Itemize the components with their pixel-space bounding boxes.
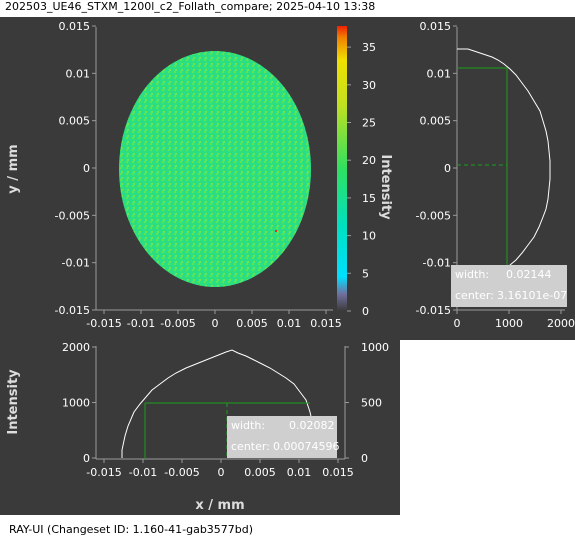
y-tick-label: -0.01: [423, 257, 451, 270]
y-tick-label: -0.005: [55, 209, 90, 222]
x-tick-label: -0.01: [129, 466, 157, 479]
main-y-axis: 0.015 0.01 0.005 0 -0.005 -0.01 -0.015: [55, 20, 96, 317]
right-info-box: width: 0.02144 center: 3.16101e-07: [451, 265, 567, 307]
y-tick-label: 0.01: [427, 67, 452, 80]
x-tick-label: 0.01: [277, 317, 302, 330]
x-tick-label: -0.01: [127, 317, 155, 330]
x-tick-label: 0.015: [322, 466, 354, 479]
bottom-ylabel: Intensity: [6, 369, 21, 435]
right-projection-svg: 0.015 0.01 0.005 0 -0.005 -0.01 -0.015 0 1000 20…: [416, 20, 575, 330]
y-tick-label: 0: [361, 452, 368, 465]
right-width-label: width:: [455, 268, 490, 281]
right-center-value: 3.16101e-07: [497, 289, 568, 302]
y-tick-label: 0.015: [59, 20, 91, 33]
y-tick-label: 0: [83, 162, 90, 175]
main-ylabel: y / mm: [6, 144, 21, 193]
y-tick-label: 1000: [62, 397, 90, 410]
colorbar-tick-label: 25: [362, 117, 376, 130]
y-tick-label: 0.015: [420, 20, 452, 33]
y-tick-label: 0: [444, 162, 451, 175]
y-tick-label: -0.015: [55, 304, 90, 317]
status-bar: RAY-UI (Changeset ID: 1.160-41-gab3577bd…: [9, 523, 254, 536]
y-tick-label: -0.01: [62, 257, 90, 270]
bottom-projection-svg: 2000 1000 0 1000 500 0 -0.015 -0.01 -0.005 0 0.0…: [6, 341, 389, 513]
window-title: 202503_UE46_STXM_1200l_c2_Follath_compar…: [5, 0, 376, 13]
bottom-projection-panel[interactable]: 2000 1000 0 1000 500 0 -0.015 -0.01 -0.005 0 0.0…: [0, 340, 400, 515]
colorbar-tick-label: 30: [362, 79, 376, 92]
bottom-info-box: width: 0.02082 center: 0.00074596: [227, 416, 340, 458]
right-projection-panel[interactable]: 0.015 0.01 0.005 0 -0.005 -0.01 -0.015 0 1000 20…: [400, 17, 575, 340]
x-tick-label: -0.015: [86, 317, 121, 330]
y-tick-label: 2000: [62, 341, 90, 354]
colorbar-axis: 35 30 25 20 15 10 5 0: [347, 41, 376, 318]
colorbar-tick-label: 15: [362, 192, 376, 205]
x-tick-label: -0.005: [160, 317, 195, 330]
y-tick-label: 1000: [361, 341, 389, 354]
right-width-value: 0.02144: [506, 268, 552, 281]
right-center-label: center:: [455, 289, 494, 302]
bottom-center-value: 0.00074596: [273, 440, 340, 453]
x-tick-label: 0.005: [236, 317, 268, 330]
colorbar-tick-label: 0: [362, 305, 369, 318]
colorbar-tick-label: 10: [362, 230, 376, 243]
y-tick-label: 0: [83, 452, 90, 465]
colorbar-tick-label: 20: [362, 154, 376, 167]
x-tick-label: 0.015: [310, 317, 342, 330]
y-tick-label: 0.01: [66, 67, 91, 80]
x-tick-label: 1000: [495, 317, 523, 330]
bottom-profile-curve: [121, 349, 319, 459]
x-tick-label: -0.015: [86, 466, 121, 479]
colorbar-label: Intensity: [378, 154, 393, 220]
right-x-axis: 0 1000 2000: [454, 310, 575, 330]
bottom-x-axis: -0.015 -0.01 -0.005 0 0.005 0.01 0.015: [86, 459, 354, 479]
x-tick-label: 0.005: [244, 466, 276, 479]
main-plot-panel[interactable]: 0.015 0.01 0.005 0 -0.005 -0.01 -0.015 -0.015-…: [0, 17, 400, 340]
x-tick-label: 0: [212, 317, 219, 330]
x-tick-label: -0.005: [164, 466, 199, 479]
bottom-left-y-axis: 2000 1000 0: [62, 341, 96, 465]
y-tick-label: -0.015: [416, 304, 451, 317]
colorbar: [337, 26, 347, 311]
x-tick-label: 0: [218, 466, 225, 479]
bottom-right-y-axis: 1000 500 0: [345, 341, 389, 465]
x-tick-label: 0.01: [287, 466, 312, 479]
colorbar-tick-label: 35: [362, 41, 376, 54]
colorbar-tick-label: 5: [362, 267, 369, 280]
bottom-width-label: width:: [231, 419, 266, 432]
y-tick-label: 0.005: [59, 115, 91, 128]
y-tick-label: 0.005: [420, 115, 452, 128]
x-tick-label: 0: [454, 317, 461, 330]
bottom-width-value: 0.02082: [289, 419, 335, 432]
right-y-axis: 0.015 0.01 0.005 0 -0.005 -0.01 -0.015: [416, 20, 457, 317]
bottom-xlabel: x / mm: [195, 498, 244, 513]
right-profile-curve: [457, 48, 551, 290]
main-x-axis: -0.015 -0.01 -0.005 0 0.005 0.01 0.015: [86, 310, 342, 330]
bottom-center-label: center:: [231, 440, 270, 453]
y-tick-label: 500: [361, 397, 382, 410]
x-tick-label: 2000: [547, 317, 575, 330]
y-tick-label: -0.005: [416, 209, 451, 222]
